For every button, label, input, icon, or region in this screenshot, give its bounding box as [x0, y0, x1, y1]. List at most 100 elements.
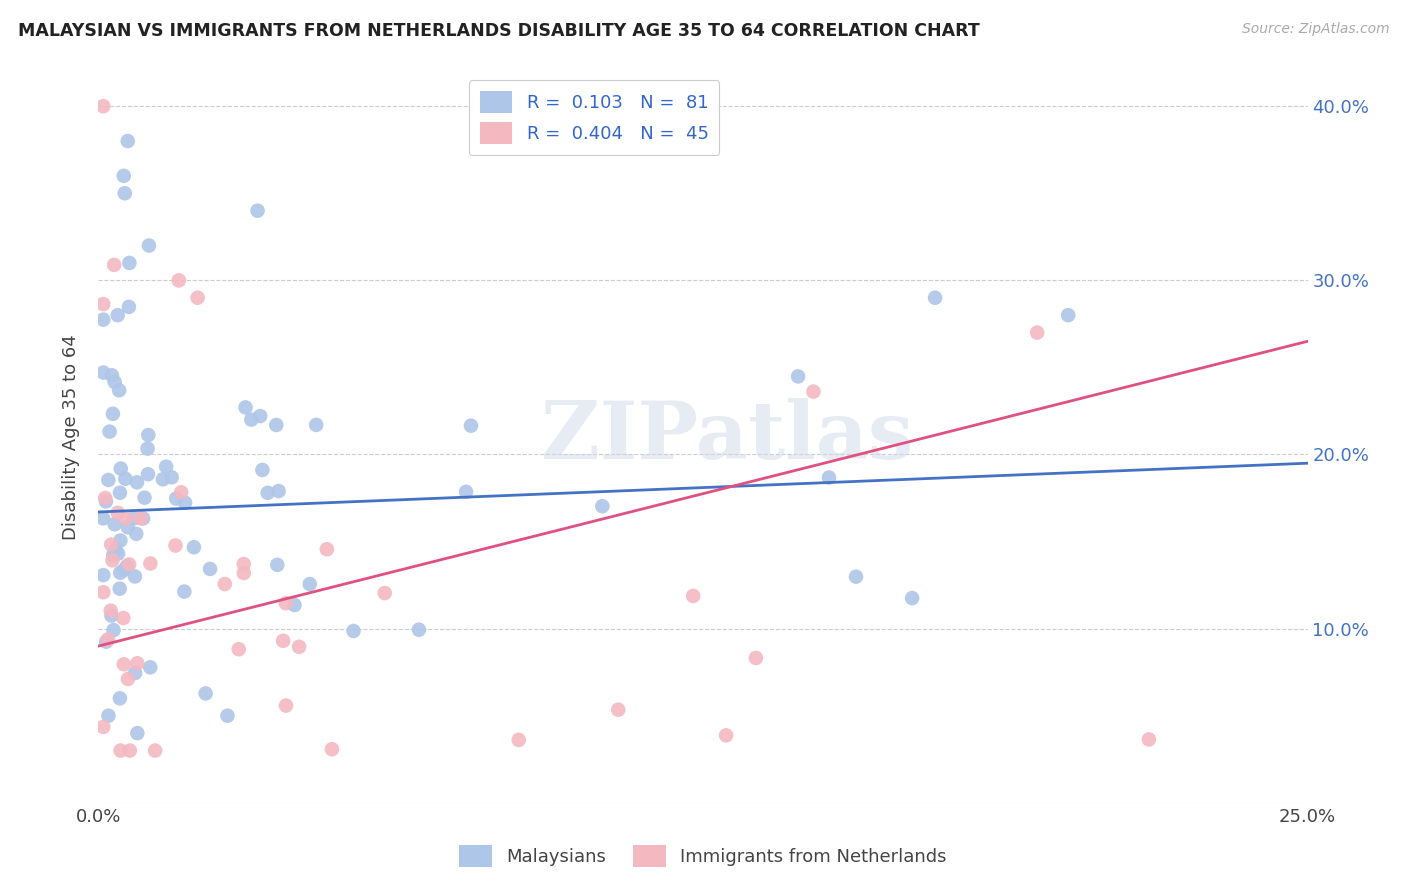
Point: [98, 425, 121, 439]
Point: [214, 577, 236, 591]
Point: [745, 651, 768, 665]
Point: [714, 728, 737, 742]
Point: [107, 308, 129, 322]
Point: [240, 412, 263, 426]
Point: [194, 686, 217, 700]
Point: [235, 401, 257, 415]
Point: [228, 642, 250, 657]
Point: [274, 596, 297, 610]
Point: [682, 589, 704, 603]
Point: [117, 134, 139, 148]
Point: [174, 496, 197, 510]
Point: [91, 511, 114, 525]
Point: [91, 99, 114, 113]
Legend: Malaysians, Immigrants from Netherlands: Malaysians, Immigrants from Netherlands: [453, 838, 953, 874]
Point: [97, 473, 120, 487]
Text: MALAYSIAN VS IMMIGRANTS FROM NETHERLANDS DISABILITY AGE 35 TO 64 CORRELATION CHA: MALAYSIAN VS IMMIGRANTS FROM NETHERLANDS…: [18, 22, 980, 40]
Point: [91, 312, 114, 326]
Point: [107, 506, 129, 520]
Point: [114, 511, 136, 525]
Point: [818, 470, 841, 484]
Point: [101, 553, 124, 567]
Point: [112, 611, 135, 625]
Point: [170, 485, 193, 500]
Point: [136, 428, 159, 442]
Point: [97, 632, 120, 647]
Point: [508, 732, 530, 747]
Point: [271, 633, 294, 648]
Point: [127, 726, 149, 740]
Point: [110, 461, 132, 475]
Point: [187, 291, 209, 305]
Point: [108, 485, 131, 500]
Point: [232, 566, 254, 580]
Point: [91, 568, 114, 582]
Point: [460, 418, 482, 433]
Point: [104, 375, 127, 389]
Point: [456, 484, 478, 499]
Point: [101, 407, 124, 421]
Point: [252, 463, 274, 477]
Point: [108, 691, 131, 706]
Point: [108, 384, 131, 398]
Point: [246, 203, 269, 218]
Point: [249, 409, 271, 423]
Point: [112, 563, 135, 577]
Point: [104, 517, 127, 532]
Point: [124, 665, 146, 680]
Point: [129, 511, 152, 525]
Point: [136, 442, 159, 456]
Point: [264, 417, 287, 432]
Point: [125, 475, 148, 490]
Point: [136, 467, 159, 482]
Point: [118, 743, 141, 757]
Point: [132, 511, 155, 525]
Point: [232, 557, 254, 571]
Point: [256, 486, 278, 500]
Point: [901, 591, 924, 606]
Point: [321, 742, 343, 756]
Point: [91, 297, 114, 311]
Point: [122, 511, 145, 525]
Point: [104, 542, 127, 557]
Point: [103, 623, 125, 637]
Point: [315, 542, 337, 557]
Point: [118, 300, 141, 314]
Point: [266, 558, 288, 572]
Point: [103, 258, 125, 272]
Point: [374, 586, 396, 600]
Point: [787, 369, 810, 384]
Point: [91, 585, 114, 599]
Point: [101, 368, 124, 383]
Text: ZIPatlas: ZIPatlas: [541, 398, 914, 476]
Point: [127, 657, 149, 671]
Point: [143, 743, 166, 757]
Point: [125, 526, 148, 541]
Point: [114, 472, 136, 486]
Point: [283, 598, 305, 612]
Point: [1026, 326, 1049, 340]
Point: [173, 584, 195, 599]
Point: [118, 558, 141, 572]
Point: [305, 417, 328, 432]
Point: [845, 570, 868, 584]
Point: [267, 484, 290, 499]
Point: [607, 703, 630, 717]
Point: [118, 256, 141, 270]
Point: [100, 604, 122, 618]
Point: [183, 540, 205, 554]
Point: [94, 491, 117, 505]
Point: [160, 470, 183, 484]
Point: [112, 169, 135, 183]
Point: [408, 623, 430, 637]
Point: [107, 547, 129, 561]
Point: [288, 640, 311, 654]
Point: [114, 186, 136, 201]
Point: [1057, 308, 1080, 322]
Point: [298, 577, 321, 591]
Point: [274, 698, 297, 713]
Point: [167, 273, 190, 287]
Text: Source: ZipAtlas.com: Source: ZipAtlas.com: [1241, 22, 1389, 37]
Point: [124, 569, 146, 583]
Point: [217, 708, 239, 723]
